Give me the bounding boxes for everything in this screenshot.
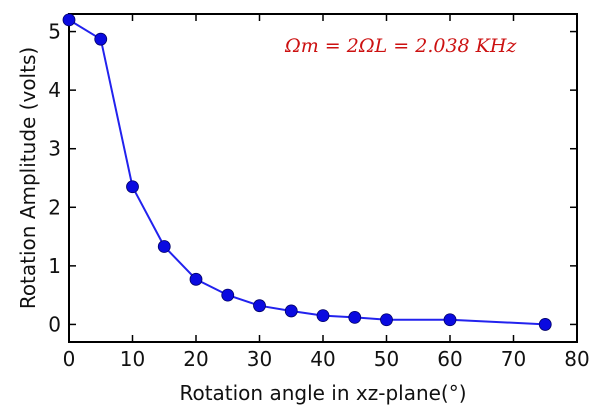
data-point bbox=[94, 32, 108, 46]
x-tick-label: 0 bbox=[63, 347, 76, 371]
y-tick-label: 2 bbox=[48, 195, 61, 219]
data-point bbox=[126, 180, 139, 194]
plot-area bbox=[68, 13, 578, 343]
data-point bbox=[443, 313, 457, 327]
annotation-label: Ωm = 2ΩL = 2.038 KHz bbox=[284, 35, 517, 57]
x-tick-label: 70 bbox=[501, 347, 526, 371]
y-tick-label: 3 bbox=[48, 137, 61, 161]
y-tick-label: 4 bbox=[48, 78, 61, 102]
x-tick-label: 80 bbox=[564, 347, 589, 371]
data-point bbox=[316, 309, 330, 323]
data-point bbox=[157, 240, 171, 253]
data-point bbox=[284, 304, 298, 318]
data-point bbox=[380, 313, 393, 327]
x-tick-label: 50 bbox=[374, 347, 399, 371]
data-point bbox=[348, 310, 362, 324]
x-tick-label: 40 bbox=[310, 347, 335, 371]
x-axis: 0 10 20 30 40 50 60 70 80 bbox=[63, 14, 590, 371]
data-point bbox=[221, 288, 235, 302]
y-tick-label: 5 bbox=[48, 20, 61, 44]
x-tick-label: 30 bbox=[247, 347, 272, 371]
data-points bbox=[62, 13, 552, 331]
y-tick-label: 0 bbox=[48, 312, 61, 336]
x-axis-title: Rotation angle in xz-plane(°) bbox=[179, 381, 466, 405]
data-point bbox=[253, 299, 266, 313]
x-tick-label: 60 bbox=[437, 347, 462, 371]
y-axis-title: Rotation Amplitude (volts) bbox=[16, 47, 40, 309]
y-axis: 0 1 2 3 4 5 bbox=[48, 20, 577, 336]
data-point bbox=[189, 272, 203, 286]
data-point bbox=[538, 318, 552, 331]
y-tick-label: 1 bbox=[48, 254, 61, 278]
x-tick-label: 10 bbox=[120, 347, 145, 371]
data-point bbox=[62, 13, 76, 27]
x-tick-label: 20 bbox=[183, 347, 208, 371]
